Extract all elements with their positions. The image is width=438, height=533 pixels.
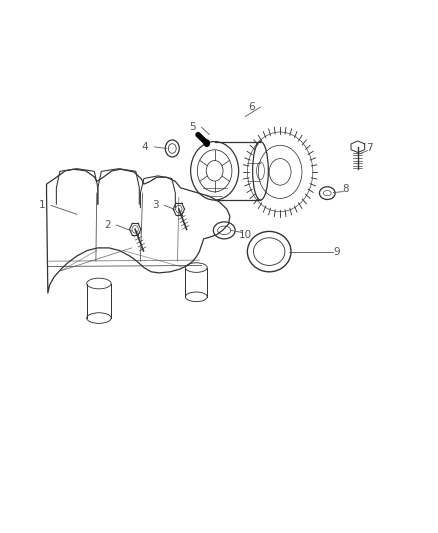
Text: 8: 8 (343, 184, 349, 195)
Text: 9: 9 (334, 247, 340, 256)
Text: 10: 10 (239, 230, 252, 240)
Text: 1: 1 (39, 200, 46, 211)
Text: 4: 4 (141, 142, 148, 152)
Text: 7: 7 (366, 143, 373, 154)
Text: 5: 5 (190, 122, 196, 132)
Text: 2: 2 (104, 220, 111, 230)
Text: 6: 6 (248, 102, 255, 112)
Text: 3: 3 (152, 200, 159, 211)
Circle shape (204, 140, 209, 147)
